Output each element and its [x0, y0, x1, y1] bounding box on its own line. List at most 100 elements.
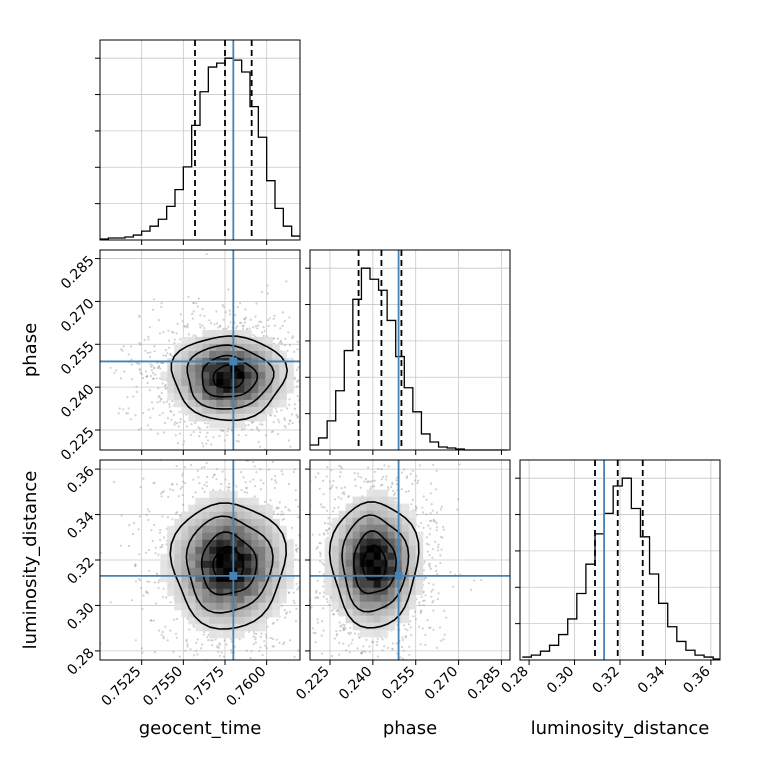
y-tick-label: 0.30 [64, 600, 97, 633]
scatter-point [173, 341, 176, 345]
scatter-point [272, 510, 276, 513]
density-cell [366, 496, 375, 505]
scatter-point [271, 430, 275, 433]
scatter-point [411, 482, 414, 485]
density-cell [373, 580, 382, 589]
scatter-point [149, 428, 152, 431]
scatter-point [262, 482, 265, 485]
scatter-point [176, 510, 179, 514]
density-cell [188, 525, 196, 534]
scatter-point [258, 320, 261, 323]
scatter-point [431, 601, 434, 604]
scatter-point [142, 477, 145, 480]
scatter-point [424, 594, 427, 597]
scatter-point [338, 475, 342, 478]
scatter-point [146, 375, 149, 378]
scatter-point [443, 609, 446, 612]
density-cell [188, 567, 196, 576]
scatter-point [305, 399, 307, 401]
scatter-point [340, 487, 343, 490]
density-cell [181, 364, 189, 373]
scatter-point [160, 633, 163, 636]
scatter-point [420, 522, 423, 525]
density-cell [223, 623, 231, 632]
scatter-point [336, 500, 338, 502]
scatter-point [408, 653, 411, 656]
density-cell [195, 574, 203, 583]
y-tick-label: 0.34 [64, 509, 97, 542]
scatter-point [380, 478, 383, 481]
density-cell [373, 531, 382, 540]
scatter-point [139, 486, 142, 489]
scatter-point [134, 414, 137, 417]
scatter-point [175, 332, 178, 335]
scatter-point [240, 489, 243, 492]
scatter-point [190, 433, 193, 436]
scatter-point [205, 461, 208, 465]
scatter-point [215, 478, 218, 481]
density-cell [216, 497, 224, 506]
density-cell [188, 392, 196, 401]
density-cell [188, 588, 196, 597]
density-cell [373, 524, 382, 533]
scatter-point [421, 511, 425, 514]
scatter-point [166, 516, 169, 519]
scatter-point [285, 668, 287, 670]
density-cell [265, 364, 273, 373]
scatter-point [342, 491, 345, 494]
scatter-point [393, 426, 395, 428]
scatter-point [312, 627, 315, 630]
scatter-point [375, 666, 377, 668]
density-cell [352, 622, 361, 631]
scatter-point [429, 567, 432, 571]
scatter-point [442, 525, 445, 529]
scatter-point [186, 617, 189, 621]
scatter-point [211, 476, 214, 479]
scatter-point [330, 469, 333, 472]
density-cell [345, 545, 354, 554]
scatter-point [257, 451, 259, 453]
density-cell [258, 609, 266, 618]
scatter-point [179, 514, 182, 517]
density-cell [258, 539, 266, 548]
scatter-point [148, 510, 151, 513]
density-cell [188, 413, 196, 422]
scatter-point [149, 363, 152, 366]
scatter-point [200, 647, 203, 650]
density-cell [272, 399, 280, 408]
scatter-point [173, 618, 176, 621]
scatter-point [264, 633, 268, 636]
scatter-point [157, 586, 160, 589]
scatter-point [435, 526, 438, 529]
scatter-point [338, 641, 341, 645]
scatter-point [283, 609, 286, 612]
scatter-point [332, 510, 335, 513]
density-cell [167, 574, 175, 583]
density-cell [181, 588, 189, 597]
scatter-point [357, 633, 360, 636]
scatter-point [140, 647, 143, 650]
scatter-point [296, 385, 299, 388]
scatter-point [251, 460, 255, 464]
histogram-geocent_time [100, 57, 300, 240]
scatter-point [328, 603, 331, 607]
density-cell [265, 581, 273, 590]
scatter-point [368, 650, 371, 653]
density-cell [237, 623, 245, 632]
scatter-point [275, 638, 278, 641]
scatter-point [242, 327, 245, 330]
scatter-point [307, 607, 309, 609]
scatter-point [204, 422, 207, 425]
scatter-point [366, 480, 369, 483]
scatter-point [249, 657, 252, 660]
scatter-point [265, 647, 268, 650]
density-cell [202, 329, 210, 338]
scatter-point [245, 434, 248, 437]
scatter-point [211, 644, 214, 647]
scatter-point [152, 372, 155, 375]
density-cell [237, 497, 245, 506]
scatter-point [141, 651, 144, 654]
scatter-point [203, 483, 206, 486]
panel-content [310, 426, 510, 668]
density-cell [174, 532, 182, 541]
